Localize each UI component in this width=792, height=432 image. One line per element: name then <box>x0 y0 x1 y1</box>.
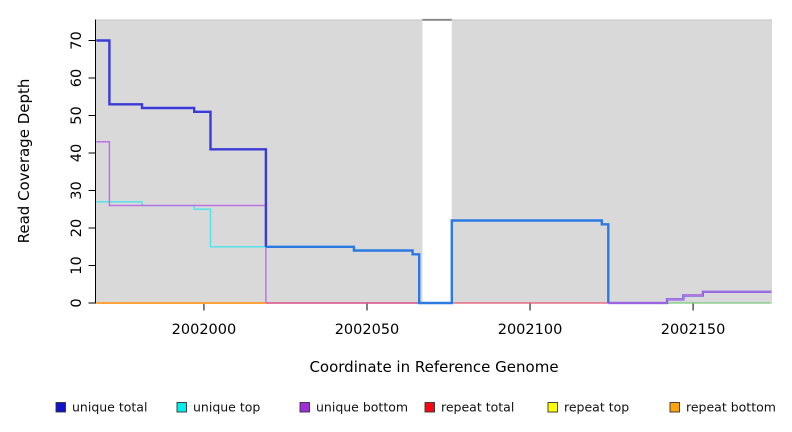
legend-label: repeat top <box>564 400 629 415</box>
legend-label: unique bottom <box>316 400 408 415</box>
y-tick-label: 10 <box>69 256 85 274</box>
legend-label: unique total <box>72 400 147 415</box>
legend-item-unique-bottom: unique bottom <box>299 400 408 415</box>
x-axis-title: Coordinate in Reference Genome <box>309 358 559 376</box>
legend-item-repeat-bottom: repeat bottom <box>669 400 776 415</box>
legend-label: repeat bottom <box>686 400 776 415</box>
y-tick-label: 0 <box>69 298 85 307</box>
y-tick-label: 40 <box>69 144 85 162</box>
series-line-unique-total-left <box>96 39 268 247</box>
x-tick-label: 2002050 <box>335 322 400 338</box>
y-axis-title: Read Coverage Depth <box>15 78 33 244</box>
x-tick-label: 2002150 <box>661 322 726 338</box>
y-tick-label: 70 <box>69 31 85 49</box>
y-tick-label: 20 <box>69 219 85 237</box>
series-line-unique-total-mid <box>265 219 610 305</box>
legend-label: unique top <box>193 400 260 415</box>
series-segment <box>96 39 268 247</box>
legend-item-repeat-total: repeat total <box>424 400 514 415</box>
legend-item-unique-total: unique total <box>55 400 147 415</box>
x-tick-label: 2002000 <box>172 322 237 338</box>
y-tick-label: 50 <box>69 106 85 124</box>
coverage-gap-band <box>422 19 452 303</box>
y-tick-label: 60 <box>69 69 85 87</box>
legend-label: repeat total <box>441 400 514 415</box>
legend-item-repeat-top: repeat top <box>547 400 629 415</box>
legend-swatch <box>424 402 435 413</box>
series-line-unique-bottom-right <box>608 291 772 304</box>
series-segment <box>608 291 772 304</box>
x-tick-label: 2002100 <box>498 322 563 338</box>
legend-swatch <box>669 402 680 413</box>
y-tick-label: 30 <box>69 181 85 199</box>
series-segment <box>265 219 610 305</box>
legend-swatch <box>55 402 66 413</box>
legend-swatch <box>299 402 310 413</box>
legend-swatch <box>547 402 558 413</box>
legend-item-unique-top: unique top <box>176 400 260 415</box>
legend-swatch <box>176 402 187 413</box>
